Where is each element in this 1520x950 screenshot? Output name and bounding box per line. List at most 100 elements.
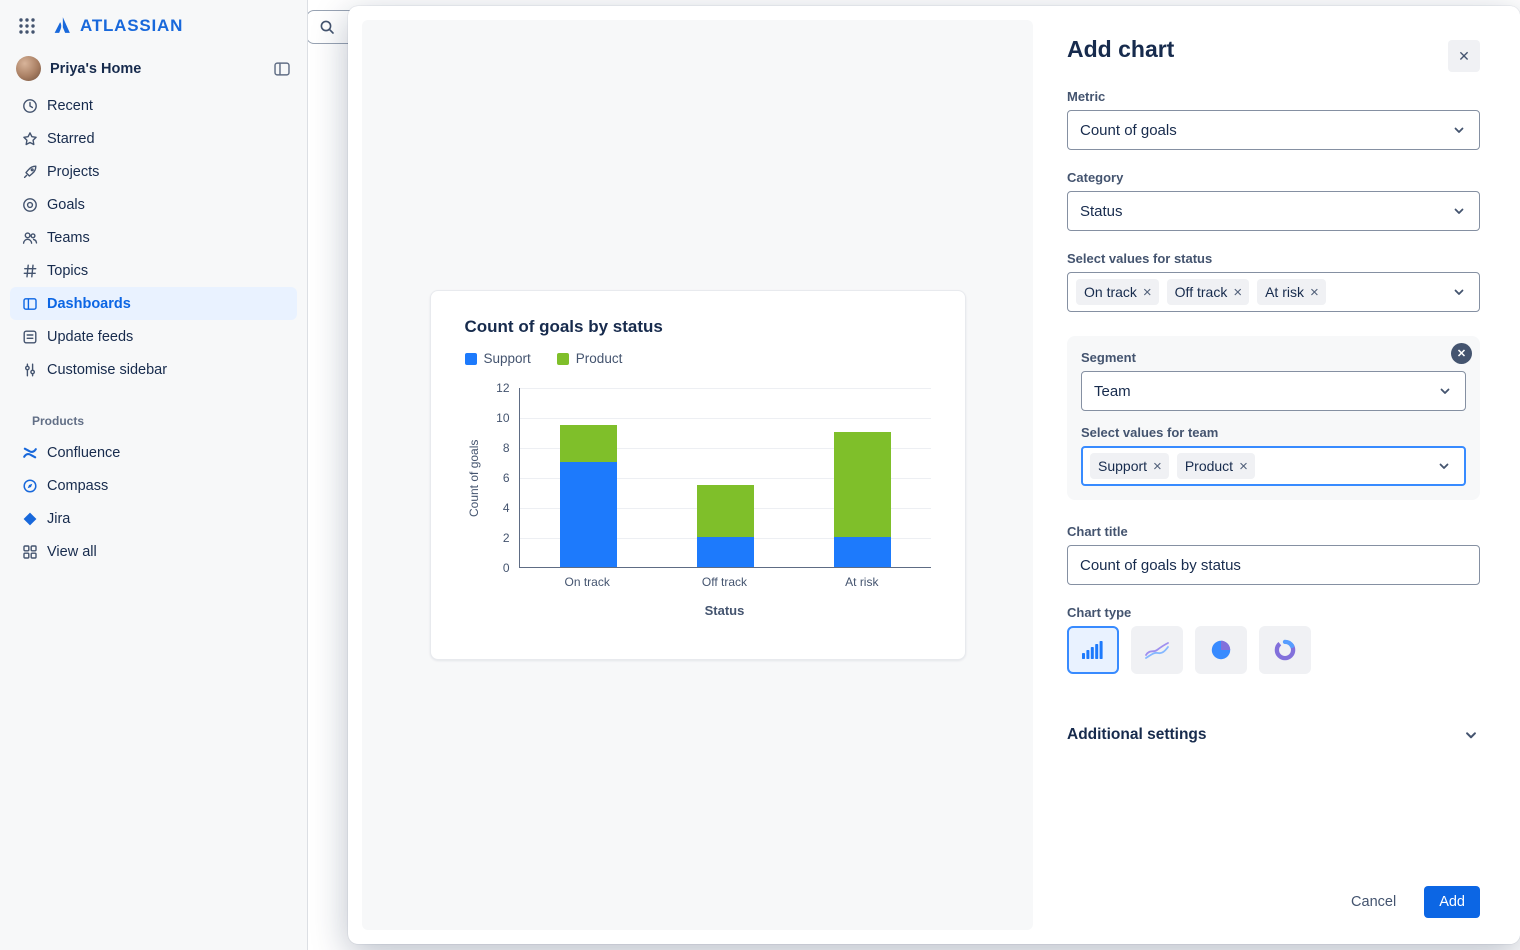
sidebar-item-label: Starred xyxy=(47,130,95,147)
sidebar-item-confluence[interactable]: Confluence xyxy=(10,436,297,469)
bar-on-track xyxy=(559,424,617,567)
value-tag[interactable]: On track × xyxy=(1076,279,1159,305)
metric-label: Metric xyxy=(1067,89,1106,104)
add-chart-form: Add chart ✕ Metric Count of goals Catego… xyxy=(1033,6,1520,944)
chart-type-options xyxy=(1067,626,1480,674)
sidebar-item-customise-sidebar[interactable]: Customise sidebar xyxy=(10,353,297,386)
close-dialog-button[interactable]: ✕ xyxy=(1448,40,1480,72)
chart-type-field: Chart type xyxy=(1067,605,1480,674)
segment-select[interactable]: Team xyxy=(1081,371,1466,411)
legend-label: Support xyxy=(483,351,531,366)
value-tag[interactable]: At risk × xyxy=(1257,279,1326,305)
additional-settings-label: Additional settings xyxy=(1067,726,1207,743)
donut-chart-icon xyxy=(1274,639,1296,661)
team-values-label: Select values for team xyxy=(1081,425,1219,440)
sidebar-item-update-feeds[interactable]: Update feeds xyxy=(10,320,297,353)
sidebar-item-label: Recent xyxy=(47,97,93,114)
sidebar-item-label: Topics xyxy=(47,262,89,279)
gridline xyxy=(519,388,931,389)
x-category-label: On track xyxy=(564,575,610,589)
atlassian-logo[interactable]: ATLASSIAN xyxy=(52,15,183,36)
chart-type-line-button[interactable] xyxy=(1131,626,1183,674)
close-icon: ✕ xyxy=(1458,47,1470,64)
sidebar-item-label: Jira xyxy=(47,510,71,527)
sidebar-item-teams[interactable]: Teams xyxy=(10,221,297,254)
sidebar-item-label: Customise sidebar xyxy=(47,361,168,378)
bar-segment-product xyxy=(833,432,891,537)
sidebar-item-label: Projects xyxy=(47,163,100,180)
add-button[interactable]: Add xyxy=(1424,886,1480,918)
chevron-down-icon xyxy=(1454,127,1464,133)
value-tag[interactable]: Product × xyxy=(1176,453,1255,479)
chart-plot xyxy=(518,388,931,568)
chart-y-ticks: 0 2 4 6 8 10 12 xyxy=(483,381,519,575)
sliders-icon xyxy=(25,363,36,376)
chart-preview-title: Count of goals by status xyxy=(464,317,663,336)
metric-select[interactable]: Count of goals xyxy=(1067,110,1480,150)
sidebar-home[interactable]: Priya's Home xyxy=(0,50,307,87)
tag-remove-icon[interactable]: × xyxy=(1153,457,1162,475)
app-switcher-icon[interactable] xyxy=(18,17,36,35)
brand-wordmark: ATLASSIAN xyxy=(80,15,184,35)
sidebar-item-projects[interactable]: Projects xyxy=(10,155,297,188)
sidebar-item-topics[interactable]: Topics xyxy=(10,254,297,287)
y-tick-label: 4 xyxy=(502,501,510,515)
category-select[interactable]: Status xyxy=(1067,191,1480,231)
search-icon xyxy=(320,20,334,34)
sidebar-item-recent[interactable]: Recent xyxy=(10,89,297,122)
sidebar-nav: Recent Starred Projects Goals Teams Topi… xyxy=(0,87,307,568)
category-label: Category xyxy=(1067,170,1124,185)
chart-title-field: Chart title xyxy=(1067,524,1480,585)
sidebar-item-starred[interactable]: Starred xyxy=(10,122,297,155)
chart-type-bar-button[interactable] xyxy=(1067,626,1119,674)
sidebar-item-dashboards[interactable]: Dashboards xyxy=(10,287,297,320)
chart-type-pie-button[interactable] xyxy=(1195,626,1247,674)
chart-category-labels: On track Off track At risk xyxy=(519,575,931,589)
chart-title-label: Chart title xyxy=(1067,524,1128,539)
sidebar-item-view-all[interactable]: View all xyxy=(10,535,297,568)
category-value: Status xyxy=(1080,202,1123,220)
tag-remove-icon[interactable]: × xyxy=(1239,457,1248,475)
team-values-select[interactable]: Support × Product × xyxy=(1081,446,1466,486)
home-label: Priya's Home xyxy=(50,60,142,77)
chart-title-input[interactable] xyxy=(1067,545,1480,585)
legend-item: Support xyxy=(464,351,531,366)
bar-segment-support xyxy=(833,537,891,567)
cancel-button[interactable]: Cancel xyxy=(1345,893,1402,911)
x-category-label: At risk xyxy=(845,575,879,589)
chart-type-donut-button[interactable] xyxy=(1259,626,1311,674)
value-tag[interactable]: Off track × xyxy=(1166,279,1250,305)
segment-value: Team xyxy=(1094,382,1131,400)
remove-segment-button[interactable]: ✕ xyxy=(1451,343,1472,364)
value-tag[interactable]: Support × xyxy=(1090,453,1169,479)
collapse-sidebar-icon[interactable] xyxy=(271,58,293,80)
sidebar-item-label: Teams xyxy=(47,229,90,246)
chart-preview-pane: Count of goals by status Support Product … xyxy=(362,20,1033,930)
chevron-down-icon xyxy=(1439,463,1449,469)
bar-segment-support xyxy=(559,462,617,567)
line-chart-icon xyxy=(1145,642,1169,659)
status-values-label: Select values for status xyxy=(1067,251,1213,266)
hash-icon xyxy=(23,264,37,277)
gridline xyxy=(519,478,931,479)
people-icon xyxy=(22,231,38,244)
team-tags: Support × Product × xyxy=(1090,453,1436,479)
chevron-down-icon xyxy=(1440,388,1450,394)
bar-slot xyxy=(657,388,794,567)
tag-remove-icon[interactable]: × xyxy=(1142,283,1152,301)
gridline xyxy=(519,418,931,419)
tag-remove-icon[interactable]: × xyxy=(1309,283,1319,301)
bar-slot xyxy=(520,388,657,567)
sidebar-item-label: Goals xyxy=(47,196,85,213)
sidebar-item-compass[interactable]: Compass xyxy=(10,469,297,502)
chevron-down-icon xyxy=(1454,208,1464,214)
jira-icon xyxy=(23,512,37,525)
sidebar-item-jira[interactable]: Jira xyxy=(10,502,297,535)
sidebar-item-goals[interactable]: Goals xyxy=(10,188,297,221)
bar-segment-product xyxy=(559,424,617,462)
legend-label: Product xyxy=(575,351,623,366)
status-values-select[interactable]: On track × Off track × At risk × xyxy=(1067,272,1480,312)
additional-settings-toggle[interactable]: Additional settings xyxy=(1067,726,1480,744)
compass-icon xyxy=(23,478,37,493)
tag-remove-icon[interactable]: × xyxy=(1233,283,1243,301)
